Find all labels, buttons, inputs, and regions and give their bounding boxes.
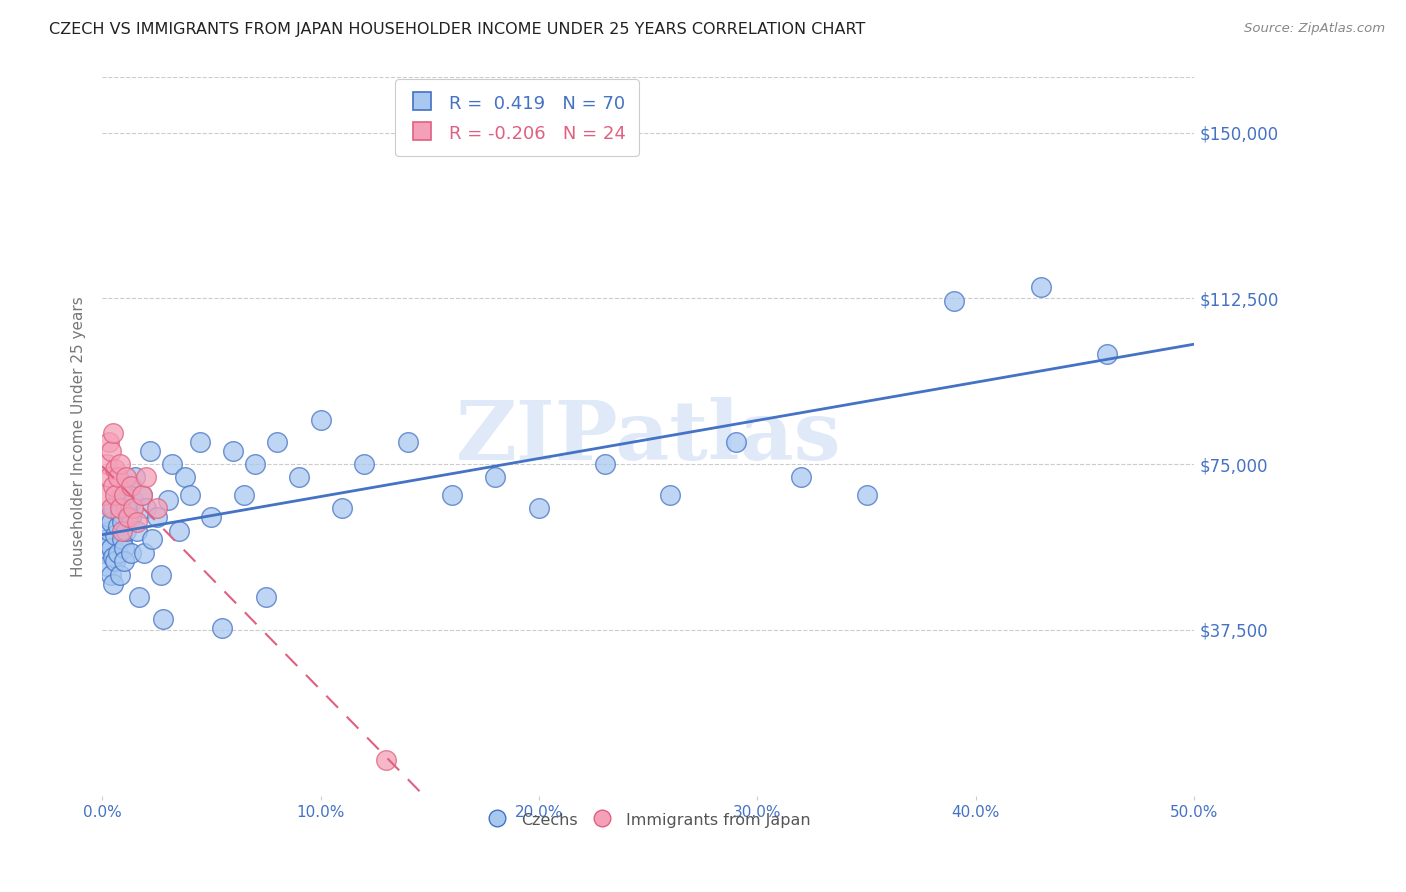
Point bbox=[112, 488, 135, 502]
Point bbox=[152, 612, 174, 626]
Point bbox=[179, 488, 201, 502]
Point bbox=[111, 524, 134, 538]
Point bbox=[222, 444, 245, 458]
Point bbox=[790, 470, 813, 484]
Point bbox=[131, 488, 153, 502]
Point bbox=[97, 435, 120, 450]
Point bbox=[440, 488, 463, 502]
Point bbox=[93, 488, 115, 502]
Text: Source: ZipAtlas.com: Source: ZipAtlas.com bbox=[1244, 22, 1385, 36]
Point bbox=[101, 549, 124, 564]
Text: ZIPatlas: ZIPatlas bbox=[456, 397, 841, 476]
Point bbox=[100, 501, 122, 516]
Point bbox=[131, 488, 153, 502]
Point bbox=[353, 457, 375, 471]
Point bbox=[211, 621, 233, 635]
Point bbox=[127, 515, 149, 529]
Point bbox=[146, 510, 169, 524]
Point bbox=[135, 470, 157, 484]
Point bbox=[108, 506, 131, 520]
Point bbox=[943, 293, 966, 308]
Point bbox=[266, 435, 288, 450]
Point bbox=[127, 524, 149, 538]
Point bbox=[107, 546, 129, 560]
Point bbox=[141, 533, 163, 547]
Point bbox=[97, 524, 120, 538]
Point bbox=[97, 537, 120, 551]
Point bbox=[101, 426, 124, 441]
Point bbox=[724, 435, 747, 450]
Point bbox=[96, 457, 118, 471]
Point bbox=[117, 479, 139, 493]
Point bbox=[97, 470, 120, 484]
Point bbox=[309, 413, 332, 427]
Point bbox=[104, 488, 127, 502]
Point bbox=[96, 558, 118, 573]
Point bbox=[108, 501, 131, 516]
Point bbox=[115, 501, 138, 516]
Point bbox=[120, 479, 142, 493]
Point bbox=[146, 501, 169, 516]
Point bbox=[117, 510, 139, 524]
Point bbox=[233, 488, 256, 502]
Point bbox=[112, 554, 135, 568]
Point bbox=[135, 501, 157, 516]
Point bbox=[111, 515, 134, 529]
Point bbox=[200, 510, 222, 524]
Point bbox=[160, 457, 183, 471]
Point bbox=[115, 524, 138, 538]
Point bbox=[527, 501, 550, 516]
Point bbox=[100, 444, 122, 458]
Point bbox=[112, 488, 135, 502]
Point bbox=[156, 492, 179, 507]
Point bbox=[97, 510, 120, 524]
Point bbox=[484, 470, 506, 484]
Point bbox=[115, 470, 138, 484]
Point bbox=[100, 515, 122, 529]
Point bbox=[120, 510, 142, 524]
Point bbox=[128, 590, 150, 604]
Point bbox=[375, 753, 398, 767]
Point bbox=[93, 546, 115, 560]
Point bbox=[190, 435, 212, 450]
Point bbox=[124, 470, 146, 484]
Point bbox=[254, 590, 277, 604]
Y-axis label: Householder Income Under 25 years: Householder Income Under 25 years bbox=[72, 296, 86, 577]
Point bbox=[108, 457, 131, 471]
Point bbox=[150, 567, 173, 582]
Point bbox=[101, 576, 124, 591]
Point bbox=[96, 533, 118, 547]
Point bbox=[1031, 280, 1053, 294]
Point bbox=[121, 501, 143, 516]
Point bbox=[107, 519, 129, 533]
Point bbox=[107, 492, 129, 507]
Point bbox=[112, 541, 135, 556]
Point bbox=[107, 470, 129, 484]
Point bbox=[396, 435, 419, 450]
Point bbox=[104, 528, 127, 542]
Point bbox=[1095, 347, 1118, 361]
Point bbox=[174, 470, 197, 484]
Point bbox=[659, 488, 682, 502]
Point bbox=[121, 492, 143, 507]
Point bbox=[132, 546, 155, 560]
Text: CZECH VS IMMIGRANTS FROM JAPAN HOUSEHOLDER INCOME UNDER 25 YEARS CORRELATION CHA: CZECH VS IMMIGRANTS FROM JAPAN HOUSEHOLD… bbox=[49, 22, 866, 37]
Point bbox=[855, 488, 877, 502]
Point bbox=[104, 461, 127, 475]
Point bbox=[120, 546, 142, 560]
Point bbox=[288, 470, 311, 484]
Point bbox=[100, 541, 122, 556]
Point bbox=[593, 457, 616, 471]
Point bbox=[101, 501, 124, 516]
Point bbox=[243, 457, 266, 471]
Point bbox=[111, 533, 134, 547]
Point bbox=[100, 567, 122, 582]
Point bbox=[108, 567, 131, 582]
Point bbox=[167, 524, 190, 538]
Point bbox=[139, 444, 162, 458]
Point bbox=[332, 501, 354, 516]
Legend: Czechs, Immigrants from Japan: Czechs, Immigrants from Japan bbox=[479, 805, 817, 834]
Point bbox=[104, 554, 127, 568]
Point bbox=[101, 479, 124, 493]
